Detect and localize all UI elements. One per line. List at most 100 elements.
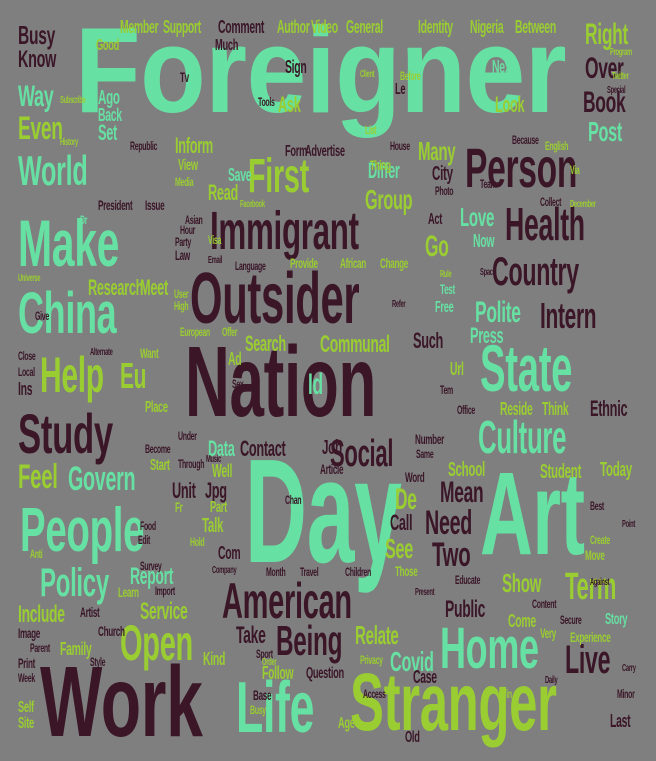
word-carry: Carry bbox=[622, 663, 636, 674]
word-take: Take bbox=[236, 622, 266, 649]
word-see: See bbox=[385, 533, 414, 564]
word-meet: Meet bbox=[140, 275, 168, 300]
word-email: Email bbox=[208, 255, 223, 266]
word-people: People bbox=[20, 496, 145, 565]
word-url: Url bbox=[450, 359, 464, 379]
word-author: Author bbox=[277, 17, 310, 37]
word-reside: Reside bbox=[500, 399, 533, 419]
word-provide: Provide bbox=[290, 255, 318, 271]
word-search: Search bbox=[245, 331, 286, 356]
word-asian: Asian bbox=[185, 213, 203, 227]
word-twitter: Twitter bbox=[612, 71, 629, 82]
word-food: Food bbox=[140, 519, 156, 533]
word-before: Before bbox=[400, 69, 421, 83]
word-word: Word bbox=[405, 469, 425, 485]
word-art: Art bbox=[480, 448, 585, 580]
word-visa: Visa bbox=[208, 233, 222, 247]
word-advertise: Advertise bbox=[305, 143, 345, 160]
word-le: Le bbox=[395, 81, 406, 98]
word-ago: Ago bbox=[98, 87, 120, 109]
word-ins: Ins bbox=[18, 379, 33, 399]
word-back: Back bbox=[98, 105, 122, 125]
word-give: Give bbox=[35, 309, 49, 323]
word-experience: Experience bbox=[570, 629, 611, 645]
word-post: Post bbox=[588, 116, 623, 147]
word-way: Way bbox=[18, 80, 54, 113]
word-create: Create bbox=[590, 533, 610, 547]
word-hour: Hour bbox=[180, 223, 196, 237]
word-point: Point bbox=[622, 519, 636, 530]
word-mean: Mean bbox=[440, 476, 484, 509]
word-com: Com bbox=[218, 543, 241, 563]
word-feel: Feel bbox=[18, 458, 58, 496]
word-client: Client bbox=[360, 69, 375, 80]
word-foreigner: Foreigner bbox=[75, 2, 567, 138]
word-report: Report bbox=[130, 563, 174, 590]
word-id: Id bbox=[308, 368, 323, 401]
word-history: History bbox=[60, 137, 78, 148]
word-through: Through bbox=[178, 457, 205, 471]
word-same: Same bbox=[416, 447, 434, 461]
word-story: Story bbox=[605, 611, 628, 628]
word-talk: Talk bbox=[202, 515, 224, 537]
word-two: Two bbox=[432, 536, 471, 574]
word-much: Much bbox=[215, 37, 239, 54]
word-member: Member bbox=[120, 17, 159, 37]
word-kind: Kind bbox=[203, 649, 226, 669]
word-print: Print bbox=[18, 655, 36, 671]
word-dr: Dr bbox=[80, 213, 88, 227]
word-hold: Hold bbox=[190, 535, 205, 549]
word-close: Close bbox=[18, 349, 36, 363]
word-school: School bbox=[448, 459, 485, 481]
word-law: Law bbox=[175, 247, 190, 263]
word-church: Church bbox=[98, 623, 125, 639]
word-offer: Offer bbox=[222, 325, 238, 339]
word-free: Free bbox=[435, 299, 454, 316]
word-very: Very bbox=[540, 625, 557, 641]
word-state: State bbox=[480, 331, 573, 405]
word-photo: Photo bbox=[435, 184, 454, 198]
word-busy-small: Busy bbox=[250, 703, 266, 717]
word-day: Day bbox=[245, 429, 402, 594]
word-change: Change bbox=[380, 255, 409, 271]
word-number: Number bbox=[415, 431, 444, 447]
word-next: Next bbox=[492, 57, 514, 77]
word-month: Month bbox=[266, 565, 286, 579]
word-life: Life bbox=[236, 668, 315, 748]
word-sign: Sign bbox=[285, 57, 307, 77]
word-intern: Intern bbox=[540, 295, 597, 336]
word-best: Best bbox=[590, 499, 604, 513]
word-family: Family bbox=[60, 639, 92, 659]
word-public: Public bbox=[445, 596, 486, 623]
word-think: Think bbox=[542, 399, 569, 419]
word-call: Call bbox=[390, 510, 413, 535]
word-relate: Relate bbox=[355, 620, 399, 650]
word-between: Between bbox=[515, 17, 556, 37]
word-self: Self bbox=[18, 699, 34, 716]
word-because: Because bbox=[512, 133, 539, 147]
word-set: Set bbox=[98, 120, 117, 145]
word-person: Person bbox=[465, 136, 578, 199]
word-city: City bbox=[432, 163, 453, 185]
word-privacy: Privacy bbox=[360, 653, 383, 667]
word-study: Study bbox=[18, 402, 113, 465]
word-question: Question bbox=[306, 665, 344, 682]
word-ad: Ad bbox=[228, 349, 242, 369]
word-term: Term bbox=[565, 566, 617, 608]
word-refer: Refer bbox=[392, 299, 406, 310]
word-win: Win bbox=[500, 687, 512, 701]
word-view: View bbox=[178, 157, 198, 174]
word-present: Present bbox=[415, 587, 435, 598]
word-govern: Govern bbox=[68, 460, 136, 498]
word-artist: Artist bbox=[80, 604, 100, 620]
word-work: Work bbox=[40, 646, 203, 758]
word-well: Well bbox=[212, 461, 233, 481]
word-chan: Chan bbox=[285, 493, 302, 507]
word-many: Many bbox=[418, 136, 456, 166]
word-site: Site bbox=[18, 715, 34, 732]
word-tools: Tools bbox=[258, 95, 275, 109]
word-home: Home bbox=[440, 616, 539, 681]
word-collect: Collect bbox=[540, 195, 562, 209]
word-immigrant: Immigrant bbox=[210, 201, 359, 261]
